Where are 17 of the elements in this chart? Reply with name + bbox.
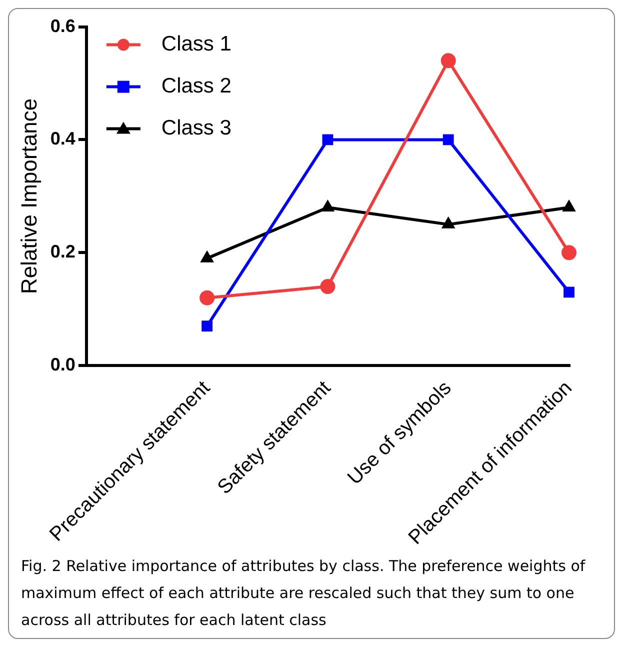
y-tick-label: 0.6: [50, 16, 76, 36]
caption: Fig. 2 Relative importance of attributes by class. The preference weights of maximum effect of each attribute are rescaled such that they sum to one across all attributes for each latent class: [20, 556, 586, 631]
point: [202, 320, 213, 332]
point: [442, 134, 454, 146]
point: [322, 134, 334, 146]
y-axis-title: Relative Importance: [16, 98, 42, 294]
y-tick-label: 0.2: [50, 242, 76, 262]
point: [440, 53, 456, 68]
y-tick-label: 0.0: [50, 354, 76, 375]
y-tick-label: 0.4: [50, 128, 76, 149]
point: [320, 279, 336, 294]
legend-label: Class 1: [161, 32, 232, 56]
point: [562, 245, 576, 260]
point: [564, 286, 574, 298]
point: [200, 290, 215, 306]
legend-label: Class 3: [161, 116, 232, 140]
legend-label: Class 2: [161, 74, 232, 98]
